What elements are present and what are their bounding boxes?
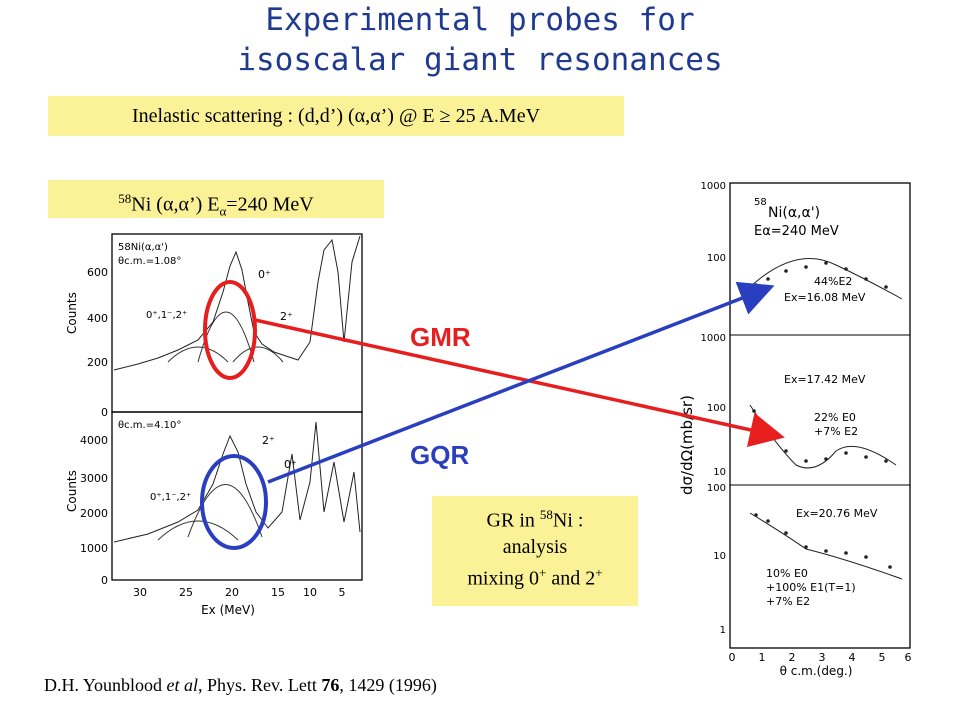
svg-text:θc.m.=4.10°: θc.m.=4.10°: [118, 420, 181, 431]
svg-text:25: 25: [179, 586, 193, 599]
svg-text:1: 1: [720, 625, 726, 636]
inelastic-scattering-box: Inelastic scattering : (d,d’) (α,α’) @ E…: [48, 96, 624, 136]
left-xlabel: Ex (MeV): [201, 603, 255, 617]
svg-text:3: 3: [819, 651, 826, 664]
right-ylabel: dσ/dΩ(mb/sr): [678, 395, 696, 495]
svg-text:0: 0: [729, 651, 736, 664]
angular-distribution-figure: dσ/dΩ(mb/sr) 1000 100 1000 100 10 100 10…: [646, 175, 916, 680]
svg-text:4000: 4000: [80, 434, 108, 447]
svg-text:0: 0: [101, 406, 108, 419]
svg-text:10: 10: [303, 586, 317, 599]
svg-text:200: 200: [87, 356, 108, 369]
svg-text:1000: 1000: [80, 542, 108, 555]
svg-text:Ex=16.08 MeV: Ex=16.08 MeV: [784, 291, 866, 304]
svg-text:Eα=240 MeV: Eα=240 MeV: [754, 224, 839, 239]
svg-text:θc.m.=1.08°: θc.m.=1.08°: [118, 256, 181, 267]
reference-citation: D.H. Younblood et al, Phys. Rev. Lett 76…: [44, 675, 437, 695]
svg-text:2⁺: 2⁺: [262, 434, 275, 447]
svg-text:1000: 1000: [701, 333, 726, 344]
excitation-spectra-svg: Counts Counts 0 200 400 600 0 1000 2000 …: [48, 222, 384, 620]
svg-text:5: 5: [339, 586, 346, 599]
svg-text:30: 30: [133, 586, 147, 599]
gmr-label: GMR: [410, 322, 471, 352]
svg-text:+7% E2: +7% E2: [766, 595, 810, 608]
reaction-box: 58Ni (α,α’) Eα=240 MeV: [48, 180, 384, 219]
svg-text:44%E2: 44%E2: [814, 275, 852, 288]
svg-text:0⁺: 0⁺: [258, 268, 271, 281]
gqr-label: GQR: [410, 440, 470, 470]
slide-title: Experimental probes for isoscalar giant …: [0, 0, 960, 80]
svg-text:58Ni(α,α'): 58Ni(α,α'): [118, 242, 168, 253]
svg-text:Ex=17.42 MeV: Ex=17.42 MeV: [784, 373, 866, 386]
svg-text:2⁺: 2⁺: [280, 310, 293, 323]
svg-text:0⁺,1⁻,2⁺: 0⁺,1⁻,2⁺: [150, 492, 191, 503]
svg-text:1: 1: [759, 651, 766, 664]
svg-text:2000: 2000: [80, 507, 108, 520]
svg-text:22% E0: 22% E0: [814, 411, 856, 424]
bottom-ylabel: Counts: [65, 470, 79, 512]
svg-text:3000: 3000: [80, 472, 108, 485]
svg-text:10: 10: [713, 551, 726, 562]
analysis-box: GR in 58Ni : analysis mixing 0+ and 2+: [432, 496, 638, 606]
svg-text:15: 15: [271, 586, 285, 599]
svg-text:100: 100: [707, 253, 726, 264]
svg-text:4: 4: [849, 651, 856, 664]
svg-text:6: 6: [905, 651, 912, 664]
top-ylabel: Counts: [65, 292, 79, 334]
svg-text:20: 20: [225, 586, 239, 599]
svg-text:400: 400: [87, 312, 108, 325]
svg-text:58: 58: [754, 197, 767, 208]
svg-text:10% E0: 10% E0: [766, 567, 808, 580]
svg-text:0⁺,1⁻,2⁺: 0⁺,1⁻,2⁺: [146, 310, 187, 321]
svg-text:10: 10: [713, 467, 726, 478]
svg-text:Ni(α,α'): Ni(α,α'): [768, 205, 820, 221]
svg-text:5: 5: [879, 651, 886, 664]
svg-text:100: 100: [707, 483, 726, 494]
title-line-2: isoscalar giant resonances: [237, 42, 723, 78]
svg-text:Ex=20.76 MeV: Ex=20.76 MeV: [796, 507, 878, 520]
angular-distribution-svg: dσ/dΩ(mb/sr) 1000 100 1000 100 10 100 10…: [646, 175, 916, 680]
right-xlabel: θ c.m.(deg.): [780, 664, 853, 678]
svg-text:100: 100: [707, 403, 726, 414]
svg-text:+7% E2: +7% E2: [814, 425, 858, 438]
svg-text:1000: 1000: [701, 181, 726, 192]
title-line-1: Experimental probes for: [265, 2, 695, 38]
svg-text:600: 600: [87, 266, 108, 279]
svg-text:+100% E1(T=1): +100% E1(T=1): [766, 581, 856, 594]
svg-text:2: 2: [789, 651, 796, 664]
svg-text:0: 0: [101, 574, 108, 587]
excitation-spectra-figure: Counts Counts 0 200 400 600 0 1000 2000 …: [48, 222, 384, 620]
